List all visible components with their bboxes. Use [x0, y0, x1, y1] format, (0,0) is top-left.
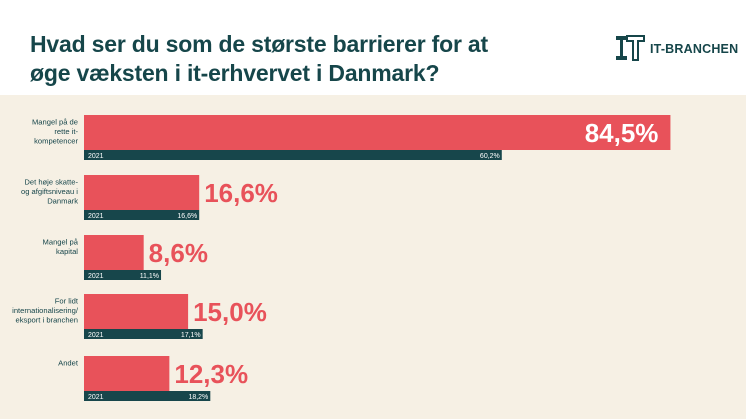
value-label: 16,6% — [204, 178, 278, 208]
previous-value-label: 18,2% — [188, 394, 208, 401]
bar-current — [84, 235, 144, 270]
value-label: 8,6% — [149, 238, 208, 268]
bar-current — [84, 115, 671, 150]
bar-previous — [84, 210, 200, 220]
series-label: 2021 — [88, 394, 104, 401]
header: Hvad ser du som de største barrierer for… — [0, 0, 746, 95]
series-label: 2021 — [88, 153, 104, 160]
bar-current — [84, 356, 170, 391]
category-label: Mangel på — [43, 238, 79, 247]
bar-previous — [84, 391, 211, 401]
bar-previous — [84, 329, 203, 339]
value-label: 12,3% — [174, 359, 248, 389]
previous-value-label: 16,6% — [177, 213, 197, 220]
series-label: 2021 — [88, 273, 104, 280]
category-label: kapital — [56, 247, 78, 256]
category-label: Danmark — [47, 197, 78, 206]
bar-previous — [84, 150, 502, 160]
category-label: eksport i branchen — [16, 316, 78, 325]
bar-current — [84, 175, 200, 210]
value-label: 84,5% — [585, 118, 659, 148]
category-label: internationalisering/ — [12, 306, 79, 315]
value-label: 15,0% — [193, 297, 267, 327]
logo-text: IT-BRANCHEN — [650, 42, 739, 56]
previous-value-label: 17,1% — [181, 332, 201, 339]
category-label: og afgiftsniveau i — [21, 187, 78, 196]
previous-value-label: 11,1% — [140, 273, 159, 280]
series-label: 2021 — [88, 213, 104, 220]
category-label: Andet — [58, 359, 79, 368]
category-label: rette it- — [54, 127, 78, 136]
bar-current — [84, 294, 189, 329]
series-label: 2021 — [88, 332, 104, 339]
chart-area: Mangel på de rette it-kompetencer 2021 60,2… — [0, 95, 746, 419]
previous-value-label: 60,2% — [480, 153, 500, 160]
category-label: Det høje skatte- — [24, 178, 78, 187]
category-label: kompetencer — [34, 137, 78, 146]
category-label: Mangel på de — [32, 118, 78, 127]
chart-title: Hvad ser du som de største barrierer for… — [30, 31, 488, 86]
category-label: For lidt — [55, 297, 79, 306]
bar-previous — [84, 270, 162, 280]
it-logo-icon — [616, 35, 645, 61]
